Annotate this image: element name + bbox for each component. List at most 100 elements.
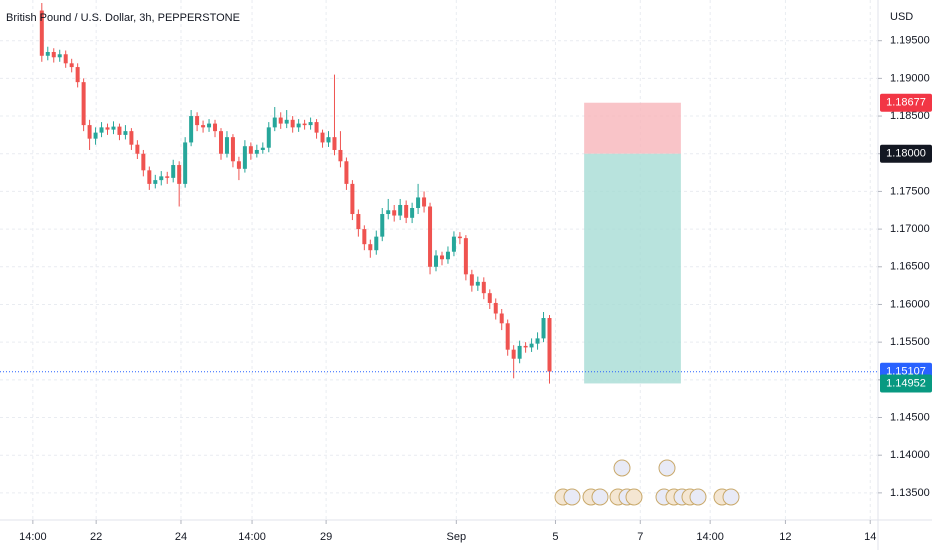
candle-body	[457, 236, 462, 239]
candle-body	[517, 345, 522, 359]
candle-body	[147, 170, 152, 184]
candle-body	[326, 137, 331, 143]
candle-body	[505, 323, 510, 350]
candle-body	[63, 54, 68, 64]
candle-body	[87, 125, 92, 139]
candle-body	[236, 161, 241, 169]
candle-body	[481, 281, 486, 294]
candle-body	[111, 126, 116, 130]
candle-body	[248, 146, 253, 154]
candle-body	[428, 206, 433, 267]
position-tool	[584, 102, 681, 384]
candle-body	[541, 318, 546, 339]
price-label-box	[880, 144, 932, 163]
price-label: 1.18000	[886, 148, 926, 160]
candle-body	[529, 343, 534, 348]
candle-body	[93, 132, 98, 139]
candle-body	[368, 244, 373, 251]
candle-body	[230, 137, 235, 162]
candle-body	[284, 119, 289, 124]
x-tick-label: Sep	[447, 531, 467, 543]
y-tick-label: 1.17000	[890, 223, 930, 235]
candle-body	[129, 131, 134, 145]
candle-body	[69, 63, 74, 68]
candle-body	[308, 122, 313, 126]
candle-body	[410, 208, 415, 218]
y-axis-unit: USD	[890, 11, 913, 23]
stop-zone	[584, 102, 681, 154]
candle-body	[493, 302, 498, 314]
candle-body	[475, 281, 480, 286]
candle-body	[392, 210, 397, 216]
candles	[0, 3, 878, 384]
x-tick-label: 22	[90, 531, 102, 543]
y-tick-label: 1.13500	[890, 487, 930, 499]
candle-body	[81, 82, 86, 126]
candle-body	[159, 176, 164, 181]
x-tick-label: 14:00	[238, 531, 266, 543]
grid	[0, 0, 878, 520]
candle-body	[547, 318, 552, 372]
candle-body	[189, 116, 194, 143]
candle-body	[266, 127, 271, 148]
candle-body	[75, 67, 80, 83]
candle-body	[153, 180, 158, 184]
price-label-box	[880, 93, 932, 112]
x-tick-label: 12	[779, 531, 791, 543]
candle-body	[314, 122, 319, 133]
price-label: 1.18677	[886, 97, 926, 109]
candle-body	[320, 132, 325, 143]
candle-body	[445, 251, 450, 260]
candle-body	[422, 197, 427, 207]
candle-body	[511, 349, 516, 359]
candle-body	[224, 137, 229, 154]
candle-body	[523, 345, 528, 348]
y-tick-label: 1.17500	[890, 185, 930, 197]
candle-body	[45, 52, 50, 56]
candle-body	[117, 126, 122, 135]
x-tick-label: 5	[552, 531, 558, 543]
price-label-box	[880, 374, 932, 393]
candle-body	[135, 144, 140, 154]
x-tick-label: 14:00	[19, 531, 47, 543]
candle-body	[356, 214, 361, 230]
candle-body	[338, 149, 343, 162]
x-tick-label: 29	[320, 531, 332, 543]
candle-body	[207, 123, 212, 128]
candle-body	[165, 176, 170, 178]
event-icons	[554, 459, 740, 506]
candle-body	[51, 52, 56, 58]
candle-body	[499, 313, 504, 324]
candle-body	[272, 117, 277, 128]
candle-body	[451, 236, 456, 252]
y-tick-label: 1.19500	[890, 35, 930, 47]
candle-body	[141, 153, 146, 171]
candle-body	[487, 293, 492, 303]
candle-body	[302, 123, 307, 126]
price-label: 1.14952	[886, 377, 926, 389]
candle-body	[332, 137, 337, 150]
candle-body	[290, 119, 295, 128]
candle-body	[386, 210, 391, 215]
y-tick-label: 1.16500	[890, 261, 930, 273]
y-tick-label: 1.14500	[890, 411, 930, 423]
candle-body	[434, 255, 439, 267]
x-tick-label: 24	[175, 531, 187, 543]
candle-body	[374, 236, 379, 251]
candle-body	[57, 54, 62, 58]
candle-body	[242, 146, 247, 169]
candle-body	[344, 161, 349, 184]
candle-body	[398, 204, 403, 216]
candle-body	[260, 147, 265, 150]
candle-body	[99, 127, 104, 133]
candle-body	[177, 165, 182, 184]
candle-body	[469, 274, 474, 286]
candle-body	[278, 117, 283, 124]
candle-body	[123, 131, 128, 135]
candle-body	[39, 10, 44, 56]
y-tick-label: 1.19000	[890, 72, 930, 84]
candle-body	[296, 123, 301, 128]
candle-body	[213, 123, 218, 132]
y-tick-label: 1.15500	[890, 336, 930, 348]
